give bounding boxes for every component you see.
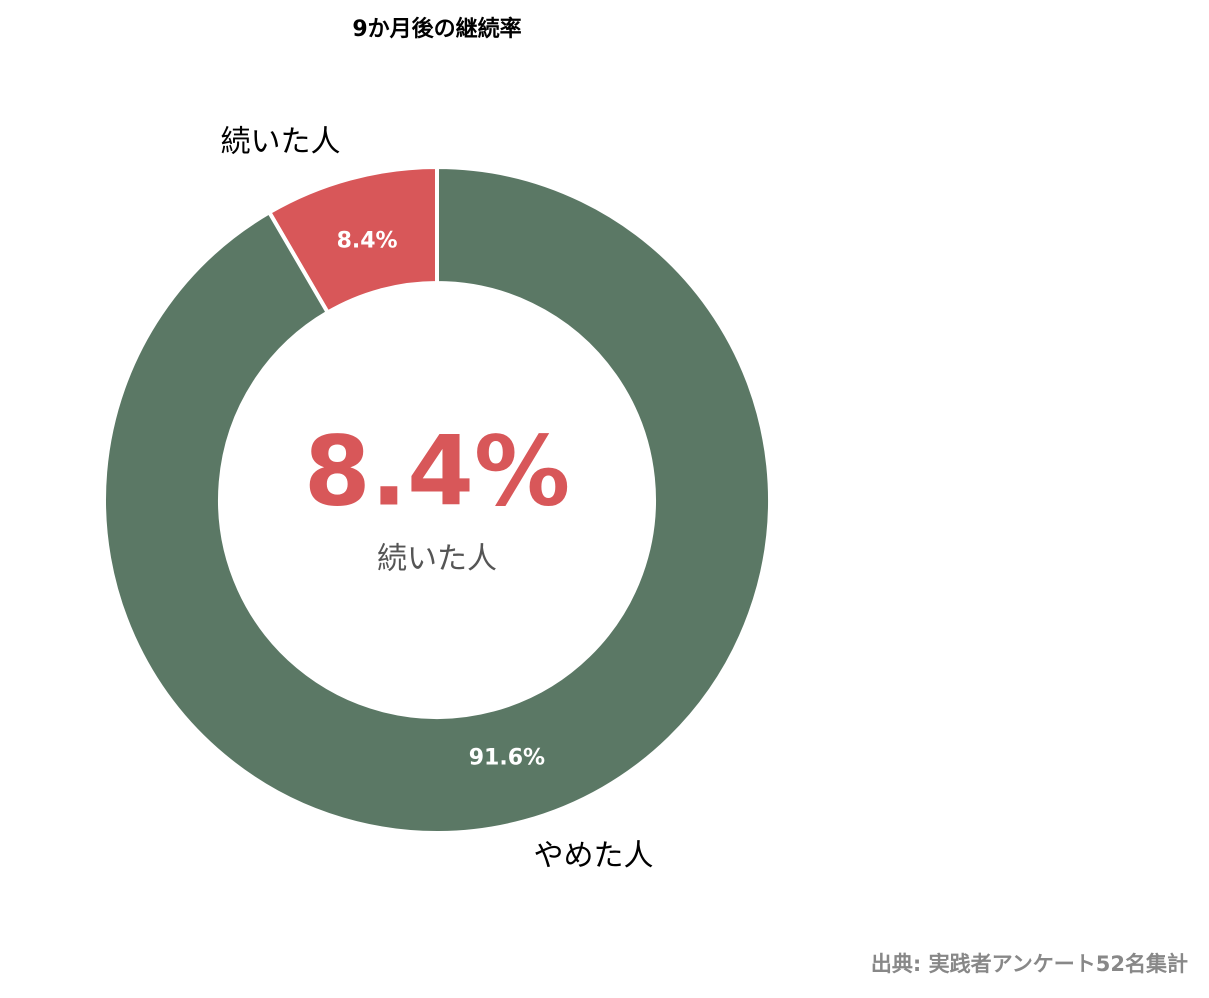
slice-value-label: 8.4%: [337, 228, 398, 253]
slice-category-label: 続いた人: [220, 124, 340, 159]
chart-title: 9か月後の継続率: [352, 16, 521, 42]
donut-slice: [102, 164, 772, 835]
slice-value-label: 91.6%: [469, 746, 545, 771]
center-value: 8.4%: [304, 415, 570, 527]
source-note: 出典: 実践者アンケート52名集計: [871, 952, 1188, 976]
center-label: 続いた人: [377, 542, 497, 577]
slice-category-label: やめた人: [534, 839, 654, 874]
